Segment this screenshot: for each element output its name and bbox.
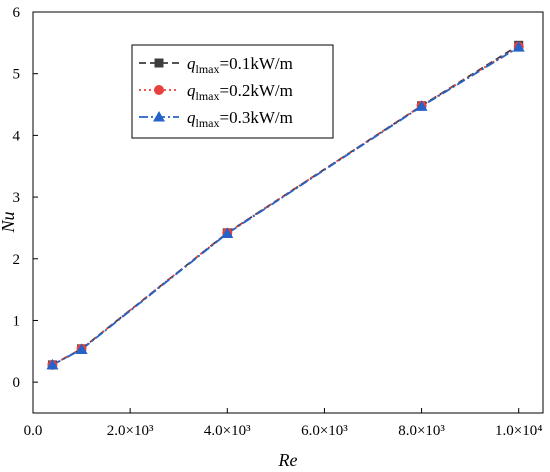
legend-marker-1 xyxy=(154,58,164,68)
legend-label-1: qlmax=0.1kW/m xyxy=(187,54,293,76)
y-tick-label: 3 xyxy=(13,190,21,206)
y-tick-label: 0 xyxy=(13,375,21,391)
x-tick-label: 1.0×10⁴ xyxy=(495,423,542,439)
data-point-series-3 xyxy=(46,358,59,370)
legend-label-q: q xyxy=(187,108,196,127)
legend-marker-2 xyxy=(154,85,164,95)
x-tick-label: 4.0×10³ xyxy=(204,423,251,439)
legend-label-subscript: lmax xyxy=(196,116,220,130)
y-tick-label: 1 xyxy=(13,313,21,329)
x-tick-label: 2.0×10³ xyxy=(107,423,154,439)
series-line-3 xyxy=(52,46,520,366)
legend-label-value: =0.2kW/m xyxy=(220,81,293,100)
data-point-series-3 xyxy=(221,227,234,238)
data-point-series-3 xyxy=(75,343,88,354)
x-tick-label: 8.0×10³ xyxy=(398,423,445,439)
y-tick-label: 4 xyxy=(13,128,21,144)
legend-box xyxy=(131,44,334,139)
data-point-series-3 xyxy=(512,41,525,52)
y-axis-ticks: 0 1 2 3 4 5 6 xyxy=(13,5,38,391)
y-axis-title: Nu xyxy=(0,211,18,233)
legend-label-value: =0.3kW/m xyxy=(220,108,293,127)
legend-label-subscript: lmax xyxy=(196,62,220,76)
x-tick-label: 6.0×10³ xyxy=(301,423,348,439)
series-lines xyxy=(51,44,520,366)
x-axis-ticks: 0.0 2.0×10³ 4.0×10³ 6.0×10³ 8.0×10³ 1.0×10⁴ xyxy=(24,408,542,439)
legend-label-2: qlmax=0.2kW/m xyxy=(187,81,293,103)
legend-label-q: q xyxy=(187,54,196,73)
data-point-series-3 xyxy=(415,100,428,111)
legend-label-value: =0.1kW/m xyxy=(220,54,293,73)
legend-marker-3 xyxy=(153,111,165,122)
x-tick-label: 0.0 xyxy=(24,423,43,439)
y-tick-label: 2 xyxy=(13,252,21,268)
legend-label-q: q xyxy=(187,81,196,100)
legend-label-3: qlmax=0.3kW/m xyxy=(187,108,293,130)
y-tick-label: 5 xyxy=(13,67,21,83)
x-axis-title: Re xyxy=(278,450,298,470)
y-tick-label: 6 xyxy=(13,5,21,21)
plot-frame xyxy=(32,11,544,414)
series-markers xyxy=(46,40,525,370)
legend-label-subscript: lmax xyxy=(196,89,220,103)
